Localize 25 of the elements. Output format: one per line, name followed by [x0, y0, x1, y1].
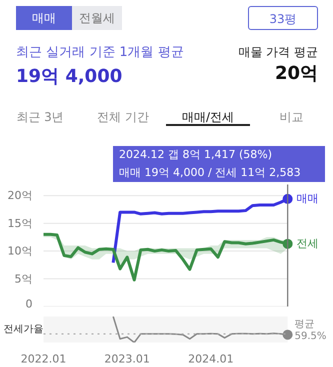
text: 매매/전세	[166, 108, 250, 126]
series-label: 매매	[296, 192, 319, 205]
y-tick-label: 5억	[14, 272, 32, 286]
text: 최근 3년	[15, 109, 65, 126]
text: 전체 기간	[96, 109, 150, 126]
text: 전월세	[72, 6, 122, 30]
x-tick-label: 2022.01	[20, 352, 66, 366]
y-tick-label: 10억	[8, 244, 33, 258]
chart-subtitle: 19억 4,000	[16, 65, 122, 89]
y-tick-label: 15억	[8, 216, 33, 230]
ref-line-label: 평균 59.5%	[294, 318, 326, 342]
text: 비교	[278, 109, 304, 126]
text: 매매 19억 4,000 / 전세 11억 2,583	[113, 163, 325, 182]
text: 33평	[248, 6, 318, 30]
y-axis-title: 전세가율	[4, 324, 44, 335]
x-tick-label: 2023.01	[104, 352, 150, 366]
text: 매매	[16, 6, 72, 30]
text: 2024.12 갭 8억 1,417 (58%)	[113, 146, 325, 163]
chart-title: 최근 실거래 기준 1개월 평균	[16, 44, 184, 62]
y-tick-label: 0	[26, 298, 32, 310]
y-tick-label: 20억	[8, 189, 33, 202]
text: 20억	[274, 62, 318, 86]
series-label: 전세	[296, 236, 319, 250]
x-tick-label: 2024.01	[188, 352, 234, 366]
text: 매물 가격 평균	[237, 44, 318, 60]
